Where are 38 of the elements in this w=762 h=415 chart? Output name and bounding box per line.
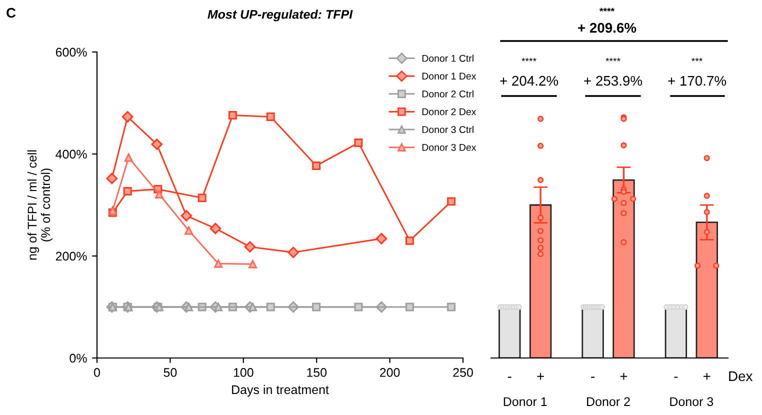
annotation: + 170.7% — [668, 76, 726, 86]
y-tick-label: 0% — [70, 354, 87, 363]
x-tick-label: 50 — [164, 368, 177, 377]
annotation: **** — [522, 58, 536, 62]
x-tick-label: 250 — [453, 368, 473, 377]
x-tick-label: Donor 1 — [504, 397, 547, 406]
y-tick-label: 600% — [56, 48, 87, 57]
chart-title: Most UP-regulated: TFPI — [208, 10, 353, 22]
text: - — [674, 376, 678, 378]
x-tick-label: 100 — [234, 368, 254, 377]
series-label: - — [508, 376, 512, 378]
annotation: + 253.9% — [584, 76, 642, 86]
text: C — [6, 8, 16, 18]
text: Dex — [729, 371, 753, 382]
text: + — [620, 372, 628, 380]
x-tick-label: Donor 2 — [587, 397, 630, 406]
x-tick-label: Donor 3 — [670, 397, 714, 406]
legend-label: Donor 3 Dex — [422, 144, 476, 151]
legend-label: Donor 2 Ctrl — [422, 90, 474, 98]
series-label: + — [537, 372, 544, 380]
annotation: + 204.2% — [500, 76, 558, 86]
legend-label: Donor 2 Dex — [422, 108, 476, 116]
y-tick-label: 400% — [56, 150, 87, 159]
legend-label: Donor 1 Dex — [422, 72, 476, 80]
x-tick-label: 150 — [307, 368, 327, 377]
text: - — [591, 376, 594, 378]
y-tick-label: 200% — [56, 252, 87, 261]
x-tick-label: 0 — [94, 368, 100, 377]
annotation: **** — [606, 58, 620, 62]
legend-label: Donor 3 Ctrl — [422, 126, 474, 134]
x-axis-title: Days in treatment — [232, 384, 329, 397]
annotation: *** — [691, 58, 703, 62]
y-axis-title: ng of TFPI / ml / cell (% of control) — [27, 150, 53, 260]
text: + — [704, 372, 710, 380]
text: **** — [599, 8, 615, 12]
legend-label: Donor 1 Ctrl — [422, 54, 474, 62]
text: + 209.6% — [578, 22, 636, 33]
x-tick-label: 200 — [380, 368, 400, 377]
